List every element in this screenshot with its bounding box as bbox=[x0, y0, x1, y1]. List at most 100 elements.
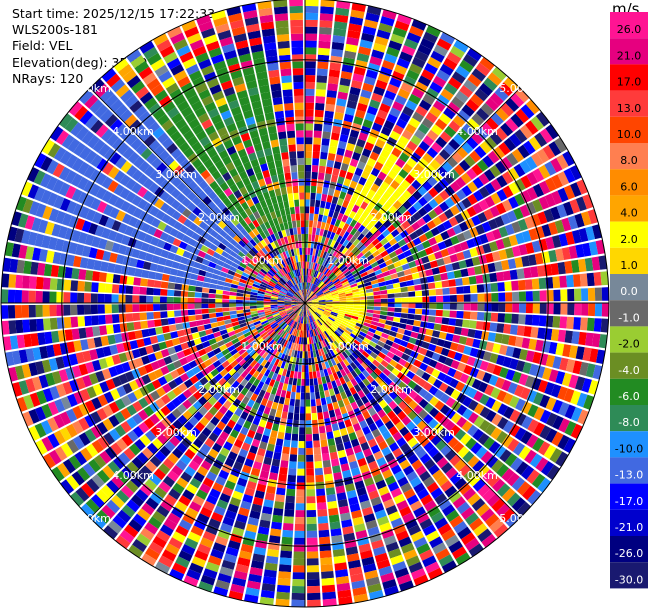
ppi-gate bbox=[249, 339, 257, 347]
ppi-gate bbox=[219, 447, 230, 457]
ppi-gate bbox=[312, 262, 316, 270]
ppi-gate bbox=[188, 360, 198, 369]
ppi-gate bbox=[128, 544, 144, 558]
ppi-gate bbox=[275, 374, 282, 382]
ppi-gate bbox=[439, 113, 452, 125]
ppi-gate bbox=[477, 464, 490, 478]
ppi-gate bbox=[333, 429, 341, 438]
ppi-gate bbox=[371, 428, 381, 438]
ppi-gate bbox=[237, 432, 246, 442]
ppi-gate bbox=[80, 482, 95, 498]
ppi-gate bbox=[434, 389, 445, 400]
ppi-gate bbox=[369, 151, 380, 161]
ppi-gate bbox=[347, 202, 355, 211]
ppi-gate bbox=[343, 50, 357, 60]
ppi-gate bbox=[331, 308, 339, 312]
ppi-gate bbox=[275, 317, 282, 322]
ppi-gate bbox=[601, 303, 609, 317]
ppi-gate bbox=[400, 179, 411, 190]
ppi-gate bbox=[435, 118, 448, 131]
ppi-gate bbox=[588, 379, 599, 395]
ppi-gate bbox=[306, 530, 318, 538]
ppi-gate bbox=[298, 309, 302, 316]
ppi-gate bbox=[432, 469, 445, 481]
ppi-gate bbox=[227, 451, 238, 461]
ppi-gate bbox=[305, 303, 309, 310]
ppi-gate bbox=[371, 413, 381, 423]
ppi-gate bbox=[249, 367, 257, 376]
ppi-gate bbox=[433, 44, 449, 57]
ppi-gate bbox=[341, 333, 348, 340]
ppi-gate bbox=[314, 287, 320, 294]
ppi-gate bbox=[181, 284, 189, 291]
ppi-gate bbox=[369, 341, 377, 348]
ppi-gate bbox=[272, 275, 280, 282]
ppi-gate bbox=[383, 377, 393, 386]
ppi-gate bbox=[298, 303, 305, 306]
ppi-gate bbox=[319, 536, 331, 545]
ppi-gate bbox=[349, 503, 361, 513]
ppi-gate bbox=[538, 196, 550, 210]
ppi-gate bbox=[363, 322, 371, 328]
ppi-gate bbox=[269, 269, 276, 276]
ppi-gate bbox=[339, 134, 349, 143]
ppi-gate bbox=[511, 221, 522, 234]
ppi-gate bbox=[11, 350, 22, 365]
ppi-gate bbox=[306, 503, 316, 511]
ppi-gate bbox=[136, 338, 145, 348]
ppi-gate bbox=[345, 216, 353, 225]
ppi-gate bbox=[342, 120, 352, 130]
ppi-gate bbox=[256, 483, 267, 493]
ppi-gate bbox=[158, 150, 170, 162]
ppi-gate bbox=[555, 371, 566, 385]
ppi-gate bbox=[235, 563, 249, 574]
ppi-gate bbox=[311, 284, 316, 291]
ppi-gate bbox=[163, 373, 174, 383]
ppi-gate bbox=[64, 266, 73, 279]
ppi-gate bbox=[384, 395, 393, 405]
ppi-gate bbox=[307, 344, 311, 352]
ppi-gate bbox=[310, 185, 317, 193]
ppi-gate bbox=[307, 289, 310, 297]
ppi-gate bbox=[110, 388, 121, 401]
ppi-gate bbox=[319, 550, 332, 559]
ppi-gate bbox=[377, 322, 386, 328]
ppi-gate bbox=[189, 501, 202, 513]
ppi-gate bbox=[186, 259, 195, 267]
ppi-gate bbox=[306, 289, 309, 297]
ppi-gate bbox=[499, 449, 512, 463]
ppi-gate bbox=[180, 256, 189, 265]
ppi-gate bbox=[184, 466, 196, 477]
ppi-gate bbox=[345, 483, 356, 492]
ppi-gate bbox=[278, 280, 285, 286]
ppi-gate bbox=[363, 513, 376, 523]
ppi-gate bbox=[362, 410, 371, 420]
ppi-gate bbox=[310, 307, 316, 313]
ppi-gate bbox=[416, 174, 427, 185]
ppi-gate bbox=[388, 400, 398, 410]
ppi-gate bbox=[354, 167, 363, 177]
ppi-gate bbox=[361, 350, 370, 358]
ppi-gate bbox=[346, 303, 354, 306]
ppi-gate bbox=[521, 255, 530, 267]
ppi-gate bbox=[303, 309, 305, 317]
ppi-gate bbox=[505, 247, 515, 259]
ppi-gate bbox=[240, 426, 249, 436]
ppi-gate bbox=[162, 475, 175, 488]
ppi-gate bbox=[95, 124, 109, 138]
ppi-gate bbox=[412, 237, 422, 246]
ppi-gate bbox=[260, 268, 268, 275]
ppi-gate bbox=[378, 399, 388, 409]
ppi-gate bbox=[201, 303, 209, 309]
ppi-gate bbox=[462, 123, 475, 136]
ppi-gate bbox=[337, 337, 345, 344]
ppi-gate bbox=[174, 430, 185, 442]
ppi-gate bbox=[329, 451, 338, 460]
ppi-gate bbox=[472, 177, 484, 189]
ppi-gate bbox=[485, 341, 495, 352]
ppi-gate bbox=[319, 432, 327, 441]
ppi-gate bbox=[332, 167, 340, 176]
ppi-gate bbox=[270, 303, 278, 305]
ppi-gate bbox=[141, 553, 157, 567]
ppi-gate bbox=[269, 331, 276, 338]
